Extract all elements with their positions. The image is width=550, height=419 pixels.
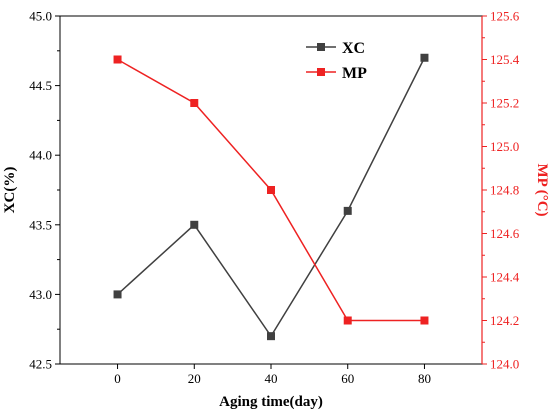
series-line-xc bbox=[117, 57, 426, 338]
left-y-tick-label: 44.0 bbox=[29, 148, 52, 163]
legend-marker-xc bbox=[317, 43, 325, 51]
right-y-tick-label: 124.8 bbox=[490, 183, 519, 198]
data-point-mp bbox=[420, 316, 429, 325]
right-y-tick-label: 124.4 bbox=[490, 270, 520, 285]
x-tick-label: 80 bbox=[418, 371, 431, 386]
data-point-xc bbox=[190, 220, 199, 229]
x-tick-label: 60 bbox=[341, 371, 354, 386]
x-tick-label: 0 bbox=[114, 371, 121, 386]
left-y-tick-label: 42.5 bbox=[29, 357, 52, 372]
x-axis-title: Aging time(day) bbox=[219, 394, 323, 410]
ticks-layer: 0 20 40 60 80 42.5 43.0 43.5 44.0 44.5 45.0 124.0 12… bbox=[29, 9, 520, 387]
right-y-axis-title: MP (°C) bbox=[534, 163, 550, 216]
right-y-tick-label: 125.2 bbox=[490, 96, 519, 111]
data-point-mp bbox=[113, 55, 122, 64]
data-point-xc bbox=[420, 53, 429, 62]
left-y-tick-label: 45.0 bbox=[29, 9, 52, 24]
left-y-tick-label: 43.0 bbox=[29, 287, 52, 302]
legend-label-xc: XC bbox=[342, 40, 365, 57]
right-y-tick-label: 124.6 bbox=[490, 226, 520, 241]
data-point-xc bbox=[267, 332, 275, 341]
data-point-xc bbox=[343, 206, 352, 215]
data-point-xc bbox=[113, 290, 122, 299]
left-y-tick-label: 43.5 bbox=[29, 217, 52, 232]
left-y-tick-label: 44.5 bbox=[29, 78, 52, 93]
right-y-tick-label: 124.2 bbox=[490, 313, 519, 328]
right-y-tick-label: 125.6 bbox=[490, 9, 520, 24]
left-y-axis-title: XC(%) bbox=[2, 167, 18, 214]
data-point-mp bbox=[267, 186, 275, 194]
x-tick-label: 20 bbox=[188, 371, 201, 386]
data-point-mp bbox=[190, 99, 199, 107]
right-y-tick-label: 124.0 bbox=[490, 357, 519, 372]
right-y-tick-label: 125.4 bbox=[490, 52, 520, 67]
x-tick-label: 40 bbox=[265, 371, 278, 386]
right-y-tick-label: 125.0 bbox=[490, 139, 519, 154]
legend-label-mp: MP bbox=[342, 65, 367, 82]
data-point-mp bbox=[343, 316, 352, 325]
series-layer bbox=[113, 53, 429, 341]
legend-marker-mp bbox=[317, 68, 325, 76]
legend: XC MP bbox=[306, 40, 367, 82]
